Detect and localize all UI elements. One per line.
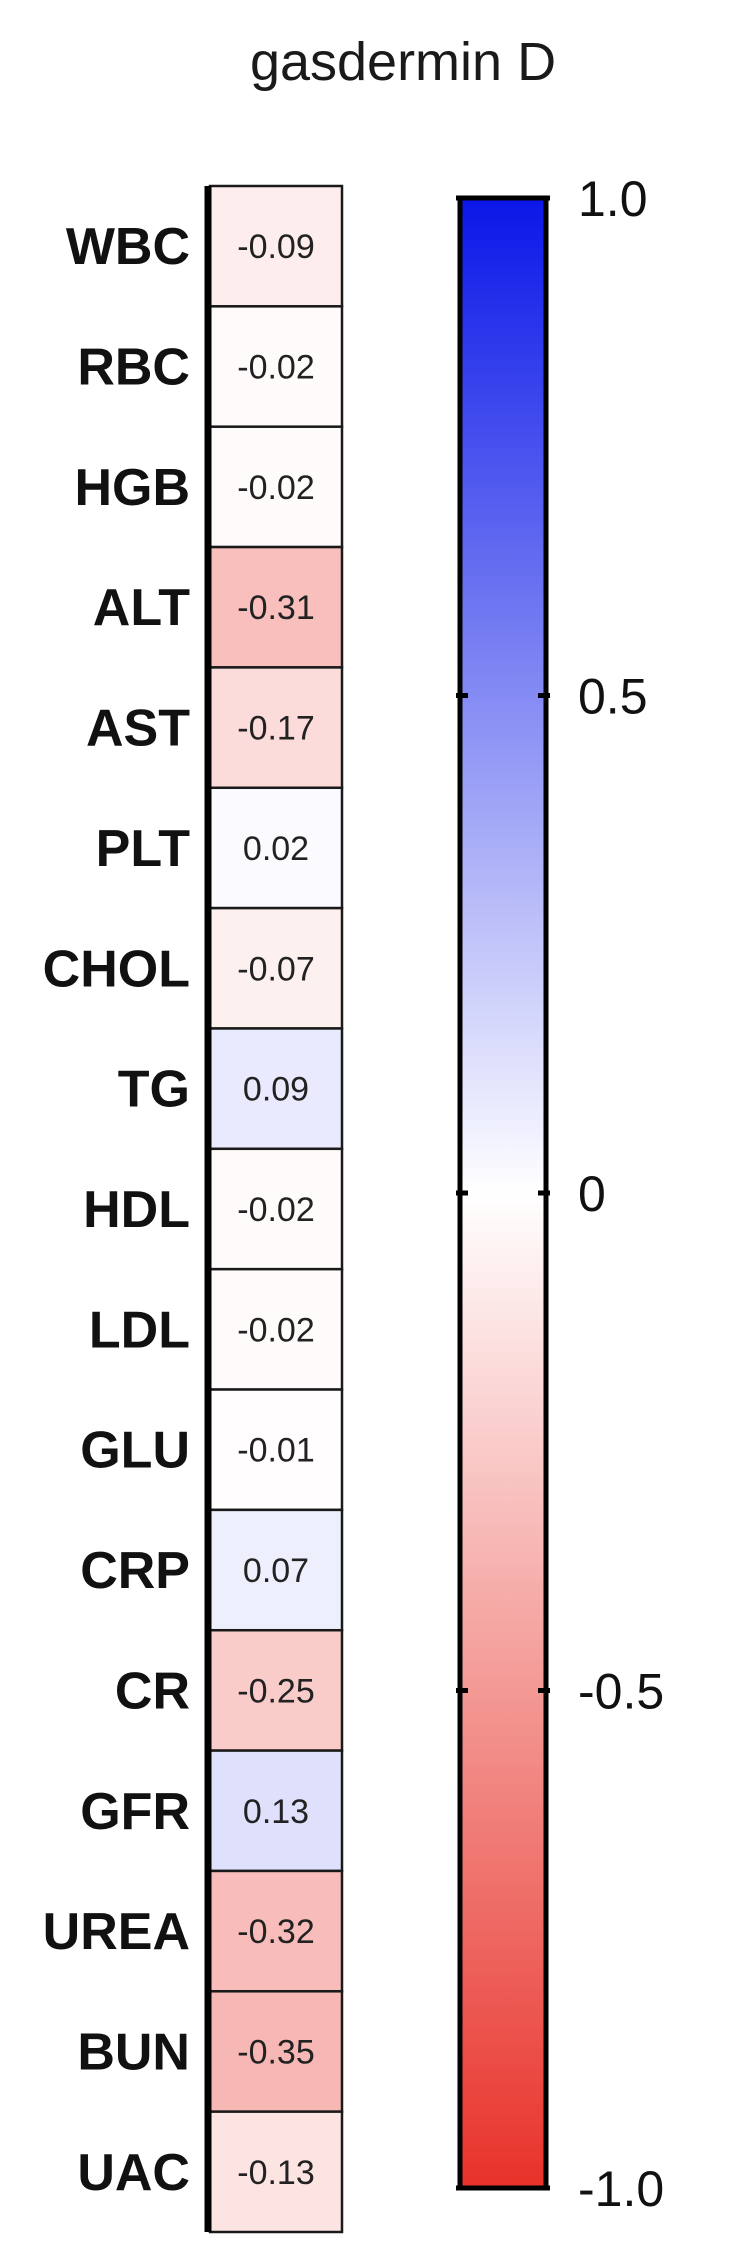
row-label-alt: ALT <box>93 579 190 637</box>
row-labels: WBC RBC HGB ALT AST PLT CHOL TG HDL LDL GLU CRP CR GF… <box>43 218 191 2202</box>
colorbar-tick-label-0: 1.0 <box>578 171 648 227</box>
cell-value-bun: -0.35 <box>237 2033 315 2071</box>
colorbar-ticks: 1.0 0.5 0 -0.5 -1.0 <box>456 171 664 2217</box>
heatmap-cell-wbc <box>208 184 344 308</box>
cell-value-uac: -0.13 <box>237 2154 315 2192</box>
heatmap-cell-ldl <box>208 1267 344 1391</box>
row-label-urea: UREA <box>43 1903 190 1961</box>
colorbar-gradient <box>457 195 549 2191</box>
colorbar-tick-label-3: -0.5 <box>578 1664 664 1720</box>
cell-value-labels: -0.09 -0.02 -0.02 -0.31 -0.17 0.02 -0.07 0.09 -0… <box>237 228 315 2192</box>
colorbar-tick-label-1: 0.5 <box>578 669 648 725</box>
cell-value-ast: -0.17 <box>237 710 315 748</box>
heatmap-cell-rbc <box>208 305 344 428</box>
heatmap-cells <box>208 184 344 2234</box>
cell-value-glu: -0.01 <box>237 1432 315 1470</box>
row-label-tg: TG <box>118 1061 190 1119</box>
row-label-gfr: GFR <box>80 1783 190 1841</box>
row-label-hdl: HDL <box>83 1181 190 1239</box>
heatmap-cell-hgb <box>208 425 344 549</box>
colorbar-tick-label-4: -1.0 <box>578 2161 664 2217</box>
cell-value-alt: -0.31 <box>237 589 315 627</box>
cell-value-tg: 0.09 <box>243 1071 309 1109</box>
colorbar: 1.0 0.5 0 -0.5 -1.0 <box>456 171 664 2217</box>
row-label-chol: CHOL <box>43 940 190 998</box>
cell-value-ldl: -0.02 <box>237 1311 315 1349</box>
cell-value-wbc: -0.09 <box>237 228 315 266</box>
row-label-cr: CR <box>115 1662 190 1720</box>
row-label-uac: UAC <box>77 2144 190 2202</box>
row-label-plt: PLT <box>96 820 191 878</box>
row-label-crp: CRP <box>80 1542 190 1600</box>
cell-value-chol: -0.07 <box>237 950 315 988</box>
row-label-wbc: WBC <box>66 218 190 276</box>
row-label-ast: AST <box>86 700 190 758</box>
cell-value-plt: 0.02 <box>243 830 309 868</box>
chart-title: gasdermin D <box>250 32 556 92</box>
cell-value-gfr: 0.13 <box>243 1793 309 1831</box>
cell-value-urea: -0.32 <box>237 1913 315 1951</box>
cell-value-cr: -0.25 <box>237 1672 315 1710</box>
heatmap-cell-gfr <box>208 1749 344 1873</box>
row-label-bun: BUN <box>77 2023 190 2081</box>
heatmap-cell-glu <box>208 1388 344 1512</box>
row-label-hgb: HGB <box>74 459 190 517</box>
heatmap-cell-crp <box>208 1508 344 1632</box>
cell-value-hdl: -0.02 <box>237 1191 315 1229</box>
cell-value-rbc: -0.02 <box>237 349 315 387</box>
heatmap-cell-alt <box>208 545 344 669</box>
row-label-glu: GLU <box>80 1422 190 1480</box>
colorbar-tick-label-2: 0 <box>578 1166 606 1222</box>
row-label-ldl: LDL <box>89 1301 190 1359</box>
cell-value-hgb: -0.02 <box>237 469 315 507</box>
cell-value-crp: 0.07 <box>243 1552 309 1590</box>
row-label-rbc: RBC <box>77 339 190 397</box>
